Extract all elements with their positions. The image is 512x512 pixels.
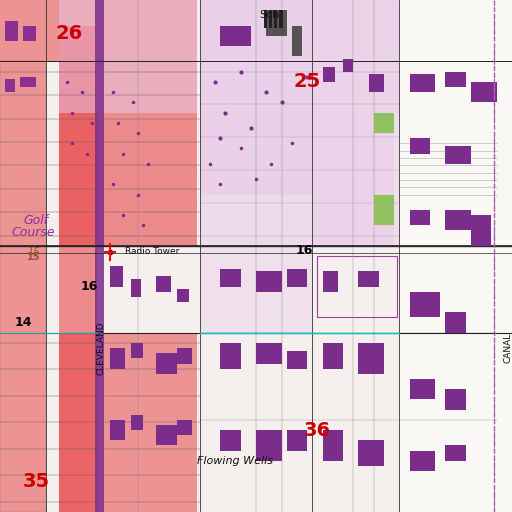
Text: 26: 26 bbox=[55, 24, 83, 43]
Bar bbox=[471, 215, 492, 246]
Bar bbox=[399, 0, 512, 512]
Bar bbox=[358, 440, 384, 466]
Bar bbox=[59, 0, 197, 113]
Bar bbox=[110, 420, 125, 440]
Bar bbox=[410, 379, 435, 399]
Bar bbox=[220, 343, 241, 369]
Bar bbox=[317, 256, 397, 317]
Bar bbox=[287, 269, 307, 287]
Bar bbox=[156, 353, 177, 374]
Bar bbox=[292, 26, 302, 56]
Bar bbox=[200, 0, 312, 195]
Bar bbox=[256, 430, 282, 461]
Bar bbox=[264, 10, 267, 28]
Bar bbox=[312, 0, 399, 246]
Bar bbox=[256, 271, 282, 292]
Bar bbox=[23, 26, 36, 41]
Text: 36: 36 bbox=[304, 420, 331, 440]
Bar bbox=[343, 59, 353, 72]
Bar bbox=[287, 430, 307, 451]
Bar bbox=[256, 343, 282, 364]
Bar bbox=[410, 210, 430, 225]
Bar bbox=[110, 266, 123, 287]
Bar bbox=[358, 343, 384, 374]
Bar bbox=[5, 79, 15, 92]
Bar bbox=[220, 430, 241, 451]
Text: Course: Course bbox=[11, 226, 55, 240]
Bar bbox=[323, 271, 338, 292]
Text: CLEVELAND: CLEVELAND bbox=[96, 322, 105, 375]
Bar bbox=[5, 20, 18, 41]
Bar bbox=[445, 72, 466, 87]
Bar bbox=[410, 138, 430, 154]
Text: Sch: Sch bbox=[260, 10, 280, 20]
Bar bbox=[59, 113, 197, 246]
Bar bbox=[177, 348, 192, 364]
Bar bbox=[274, 10, 278, 28]
Text: Flowing Wells: Flowing Wells bbox=[198, 456, 273, 466]
Bar bbox=[200, 246, 312, 333]
Bar bbox=[156, 276, 172, 292]
Bar bbox=[177, 420, 192, 435]
Text: 25: 25 bbox=[293, 72, 321, 92]
Bar bbox=[471, 82, 497, 102]
Bar bbox=[59, 333, 197, 512]
Bar bbox=[269, 10, 272, 28]
Bar bbox=[374, 195, 394, 225]
Text: 15: 15 bbox=[27, 252, 40, 262]
Bar bbox=[110, 348, 125, 369]
Bar bbox=[0, 61, 46, 512]
Bar bbox=[200, 0, 312, 113]
Bar bbox=[0, 61, 46, 512]
Text: CANAL: CANAL bbox=[503, 333, 512, 364]
Text: Golf: Golf bbox=[23, 214, 49, 227]
Bar bbox=[358, 271, 379, 287]
Bar bbox=[312, 0, 399, 113]
Bar bbox=[287, 351, 307, 369]
Bar bbox=[410, 292, 440, 317]
Bar bbox=[95, 0, 104, 512]
Bar bbox=[445, 312, 466, 333]
Bar bbox=[445, 445, 466, 461]
Bar bbox=[20, 77, 36, 87]
Bar bbox=[266, 10, 287, 36]
Text: 16: 16 bbox=[296, 244, 313, 258]
Bar bbox=[279, 10, 283, 28]
Bar bbox=[200, 113, 394, 246]
Bar bbox=[156, 425, 177, 445]
Text: 15: 15 bbox=[27, 247, 39, 257]
Bar bbox=[220, 269, 241, 287]
Text: 14: 14 bbox=[14, 316, 32, 329]
Bar bbox=[177, 289, 189, 302]
Bar bbox=[0, 0, 59, 61]
Bar bbox=[445, 146, 471, 164]
Bar bbox=[374, 113, 394, 133]
Bar bbox=[323, 67, 335, 82]
Bar bbox=[410, 451, 435, 471]
Bar bbox=[59, 0, 197, 113]
Bar bbox=[445, 210, 471, 230]
Bar bbox=[323, 343, 343, 369]
Bar bbox=[445, 389, 466, 410]
Bar bbox=[220, 26, 251, 46]
Bar bbox=[131, 415, 143, 430]
Text: 35: 35 bbox=[23, 472, 49, 490]
Bar bbox=[410, 74, 435, 92]
Text: 16: 16 bbox=[81, 280, 98, 293]
Bar bbox=[59, 26, 97, 512]
Bar bbox=[131, 343, 143, 358]
Bar bbox=[369, 74, 384, 92]
Bar bbox=[131, 279, 141, 297]
Bar bbox=[323, 430, 343, 461]
Text: Radio Tower: Radio Tower bbox=[125, 247, 180, 257]
